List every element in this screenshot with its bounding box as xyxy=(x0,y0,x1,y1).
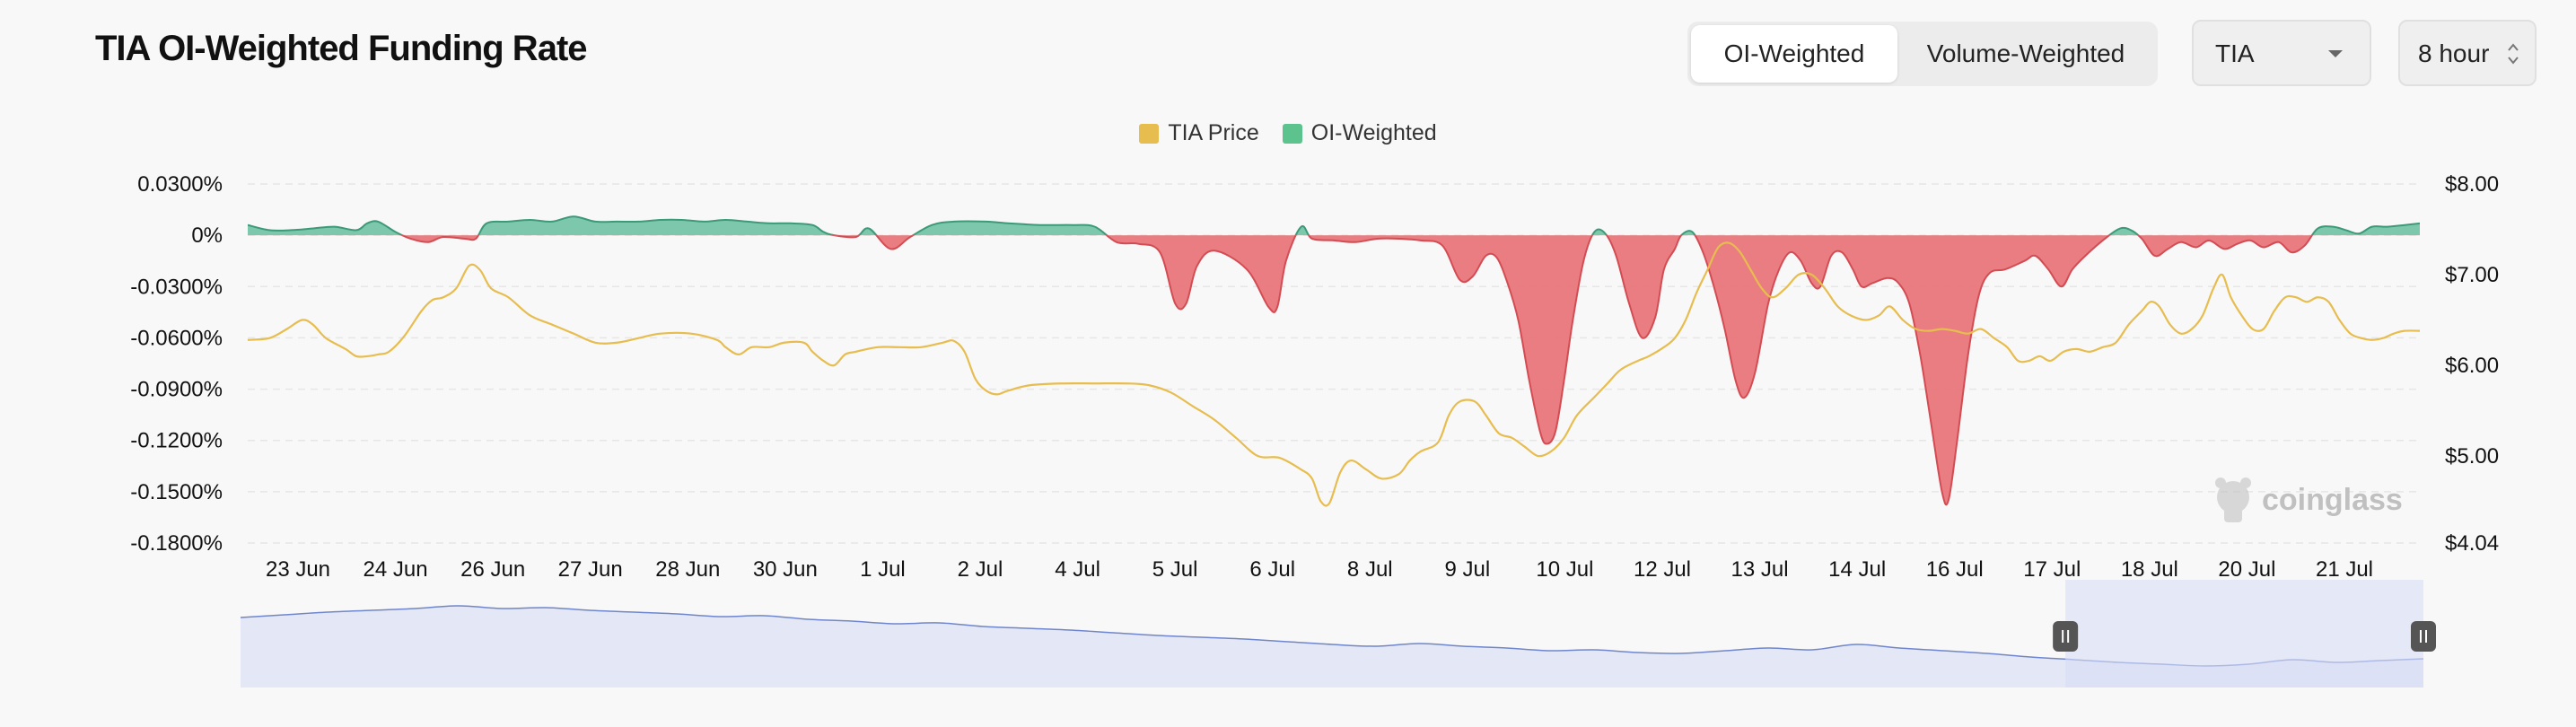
funding-positive-line xyxy=(248,215,2420,236)
tab-oi-weighted[interactable]: OI-Weighted xyxy=(1691,25,1897,83)
interval-select[interactable]: 8 hour xyxy=(2398,20,2537,86)
coin-select-value: TIA xyxy=(2215,39,2255,67)
coinglass-logo-icon xyxy=(2215,477,2251,522)
navigator-line xyxy=(240,605,2424,667)
chevron-down-icon xyxy=(2328,50,2343,57)
range-navigator[interactable] xyxy=(240,580,2436,688)
navigator-area xyxy=(241,606,2423,688)
y-left-tick-label: -0.0300% xyxy=(130,275,223,299)
price-line xyxy=(247,241,2421,507)
y-left-tick-label: -0.1200% xyxy=(130,429,223,453)
y-right-tick-label: $6.00 xyxy=(2445,354,2499,378)
watermark-text: coinglass xyxy=(2262,483,2403,517)
x-tick-label: 23 Jun xyxy=(266,557,330,582)
weighting-toggle: OI-Weighted Volume-Weighted xyxy=(1687,22,2158,86)
x-tick-label: 2 Jul xyxy=(958,557,1003,582)
navigator-handle-right[interactable] xyxy=(2411,621,2436,652)
x-tick-label: 28 Jun xyxy=(655,557,720,582)
x-tick-label: 1 Jul xyxy=(860,557,906,582)
tab-volume-weighted[interactable]: Volume-Weighted xyxy=(1926,39,2125,67)
x-tick-label: 13 Jul xyxy=(1731,557,1789,582)
coinglass-watermark: coinglass xyxy=(2215,477,2403,522)
x-tick-label: 9 Jul xyxy=(1445,557,1491,582)
x-tick-label: 27 Jun xyxy=(558,557,623,582)
x-tick-label: 14 Jul xyxy=(1828,557,1886,582)
x-tick-label: 30 Jun xyxy=(753,557,818,582)
legend-item-price[interactable]: TIA Price xyxy=(1139,120,1259,146)
x-tick-label: 26 Jun xyxy=(460,557,525,582)
y-right-tick-label: $7.00 xyxy=(2445,263,2499,287)
axes: 0.0300% 0% -0.0300% -0.0600% -0.0900% -0.1200… xyxy=(130,172,2499,582)
y-left-tick-label: -0.1800% xyxy=(130,531,223,556)
funding-negative-line xyxy=(399,235,2314,506)
legend-swatch-price xyxy=(1139,123,1160,144)
x-tick-label: 20 Jul xyxy=(2218,557,2275,582)
x-tick-label: 6 Jul xyxy=(1249,557,1295,582)
y-left-tick-label: 0% xyxy=(191,223,223,248)
x-tick-label: 12 Jul xyxy=(1634,557,1691,582)
y-right-tick-label: $5.00 xyxy=(2445,444,2499,469)
x-tick-label: 10 Jul xyxy=(1536,557,1593,582)
chart-legend: TIA Price OI-Weighted xyxy=(0,120,2576,146)
y-left-tick-label: -0.1500% xyxy=(130,480,223,504)
navigator-handle-left[interactable] xyxy=(2053,621,2079,652)
x-tick-label: 24 Jun xyxy=(364,557,428,582)
y-right-tick-label: $4.04 xyxy=(2445,531,2499,556)
legend-label-oi-weighted: OI-Weighted xyxy=(1310,120,1437,145)
page-title: TIA OI-Weighted Funding Rate xyxy=(95,29,588,68)
x-tick-label: 21 Jul xyxy=(2316,557,2373,582)
interval-select-value: 8 hour xyxy=(2418,39,2490,67)
funding-negative-area xyxy=(248,235,2420,505)
x-tick-label: 4 Jul xyxy=(1055,557,1100,582)
x-tick-label: 8 Jul xyxy=(1347,557,1393,582)
funding-positive-area xyxy=(248,216,2420,236)
up-down-chevron-icon xyxy=(2508,43,2519,65)
y-left-tick-label: -0.0900% xyxy=(130,378,223,402)
legend-label-price: TIA Price xyxy=(1168,120,1259,145)
y-left-tick-label: -0.0600% xyxy=(130,326,223,350)
legend-swatch-oi-weighted xyxy=(1282,123,1302,144)
x-tick-label: 17 Jul xyxy=(2023,557,2081,582)
legend-item-oi-weighted[interactable]: OI-Weighted xyxy=(1282,120,1437,146)
y-right-tick-label: $8.00 xyxy=(2445,172,2499,197)
x-tick-label: 16 Jul xyxy=(1926,557,1984,582)
x-tick-label: 5 Jul xyxy=(1152,557,1198,582)
series-area xyxy=(247,215,2421,507)
x-tick-label: 18 Jul xyxy=(2121,557,2178,582)
y-left-tick-label: 0.0300% xyxy=(137,172,223,197)
coin-select[interactable]: TIA xyxy=(2192,20,2371,86)
navigator-selection[interactable] xyxy=(2065,580,2423,688)
